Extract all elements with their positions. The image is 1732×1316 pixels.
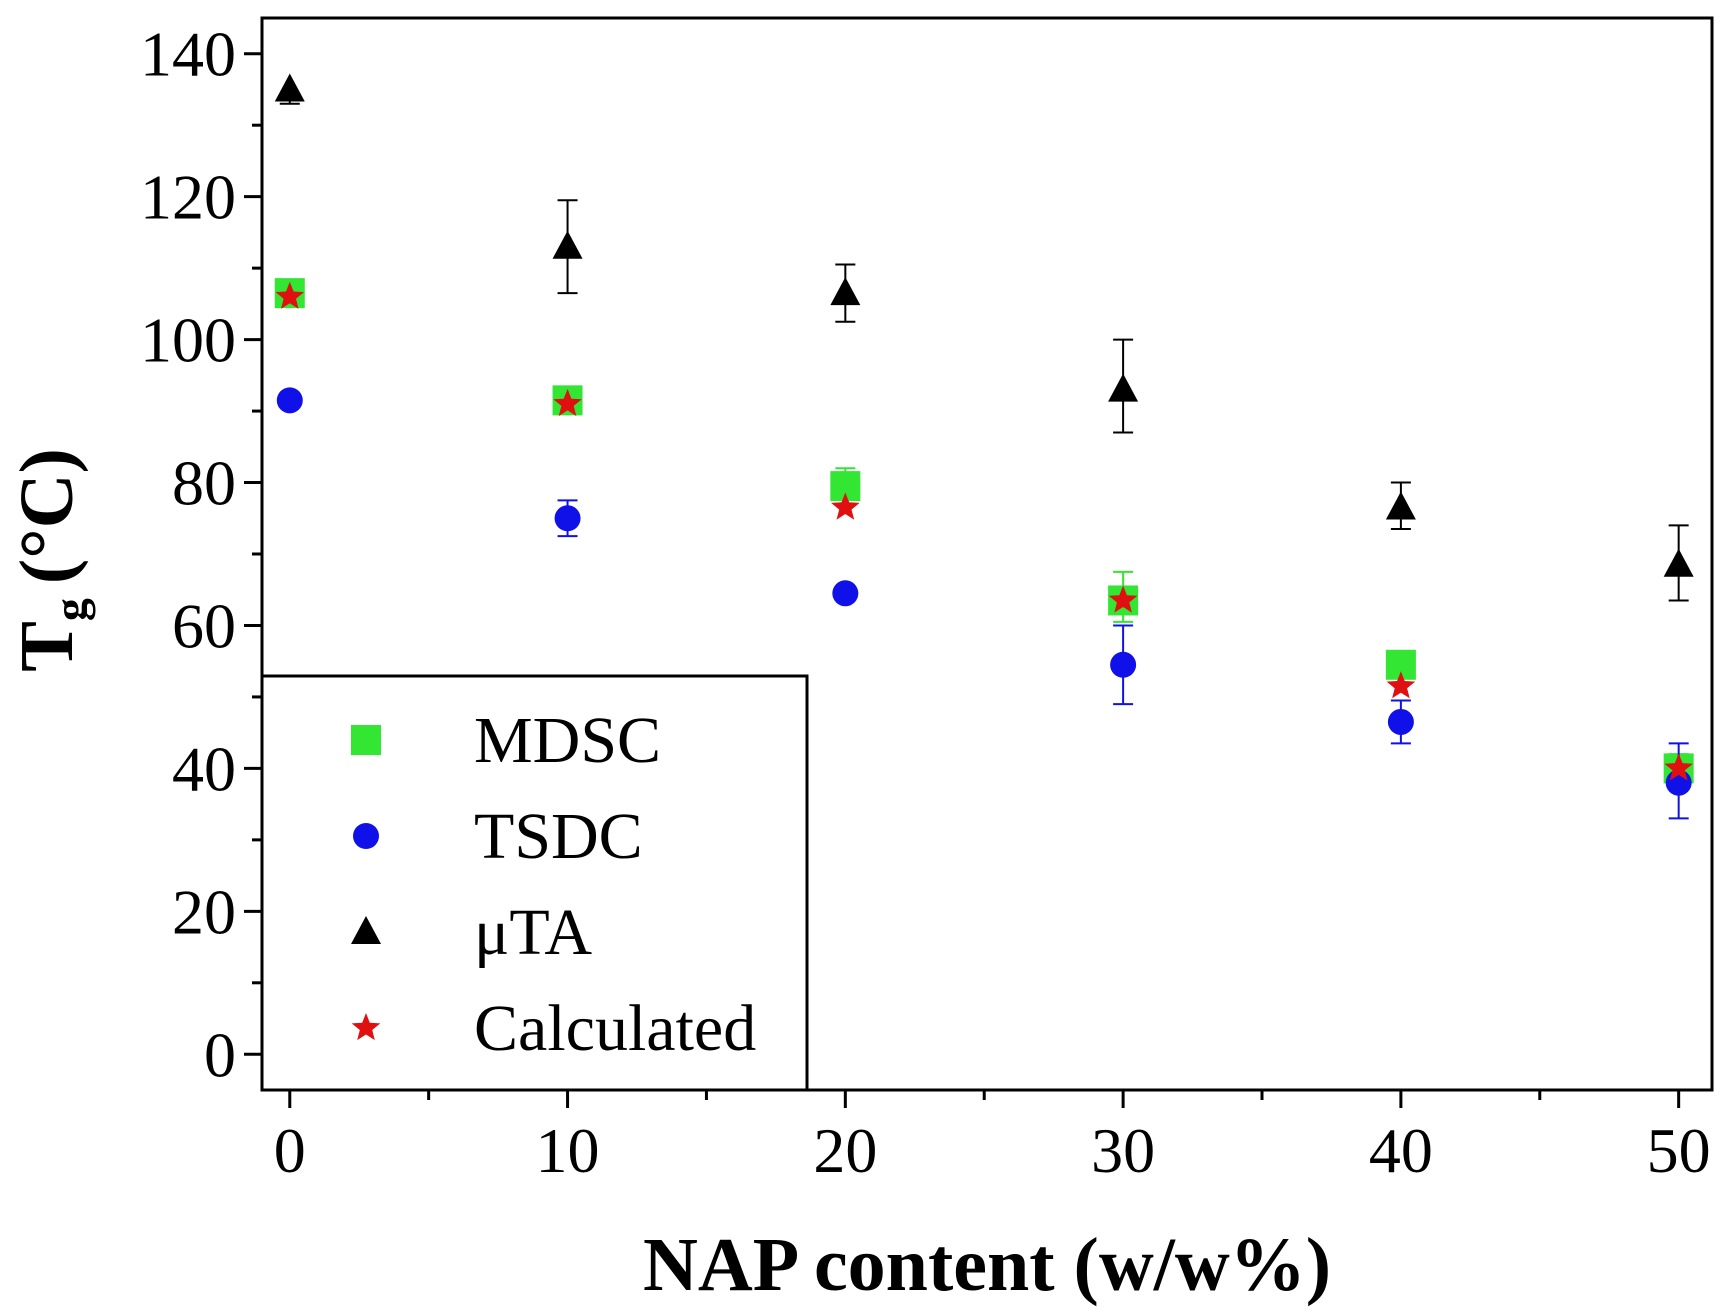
data-point-tsdc [1387,708,1414,735]
y-tick-label: 40 [172,733,236,804]
svg-text:Tg(°C): Tg (°C) [5,448,96,672]
data-point-calculated [1664,753,1693,781]
legend-label-tsdc: TSDC [474,800,643,873]
data-point-calculated [553,388,582,417]
x-tick-label: 30 [1091,1115,1155,1186]
legend-label-calculated: Calculated [474,992,756,1065]
x-tick-label: 20 [813,1115,877,1186]
legend-label-mdsc: MDSC [474,704,661,777]
y-tick-label: 120 [140,162,236,233]
x-axis-title: NAP content (w/w%) [643,1223,1331,1307]
data-point-tsdc [832,580,859,607]
legend-marker-ta [351,916,381,944]
x-tick-label: 0 [274,1115,306,1186]
data-point-ta [552,230,583,259]
data-point-ta [830,277,861,306]
y-tick-label: 100 [140,305,236,376]
y-axis-title-sub: g [45,598,96,621]
y-axis-title: Tg (°C) [5,448,96,672]
legend-marker-tsdc [353,823,379,849]
data-point-tsdc [276,387,303,414]
data-point-calculated [275,281,304,309]
data-point-calculated [1386,671,1416,699]
data-point-calculated [1108,585,1138,613]
y-tick-label: 20 [172,876,236,947]
data-point-ta [274,73,305,102]
data-point-ta [1108,373,1139,402]
x-tick-label: 50 [1647,1115,1711,1186]
legend: MDSC TSDC μTA Calculated [260,674,809,1092]
legend-marker-mdsc [351,725,381,755]
legend-label-ta: μTA [474,896,592,969]
y-tick-label: 0 [204,1019,236,1090]
y-axis-title-unit: (°C) [5,448,89,584]
data-point-calculated [831,492,860,520]
y-tick-label: 60 [172,590,236,661]
y-tick-label: 80 [172,448,236,519]
data-point-tsdc [1110,651,1137,678]
y-tick-label: 140 [140,19,236,90]
data-point-tsdc [554,505,581,532]
legend-marker-calculated [351,1013,381,1041]
data-point-ta [1385,491,1416,520]
y-axis-title-main: T [5,621,89,672]
series-ta [274,73,1694,602]
series-calculated [275,281,1693,781]
x-tick-label: 40 [1369,1115,1433,1186]
data-point-ta [1663,548,1694,577]
x-tick-label: 10 [536,1115,600,1186]
